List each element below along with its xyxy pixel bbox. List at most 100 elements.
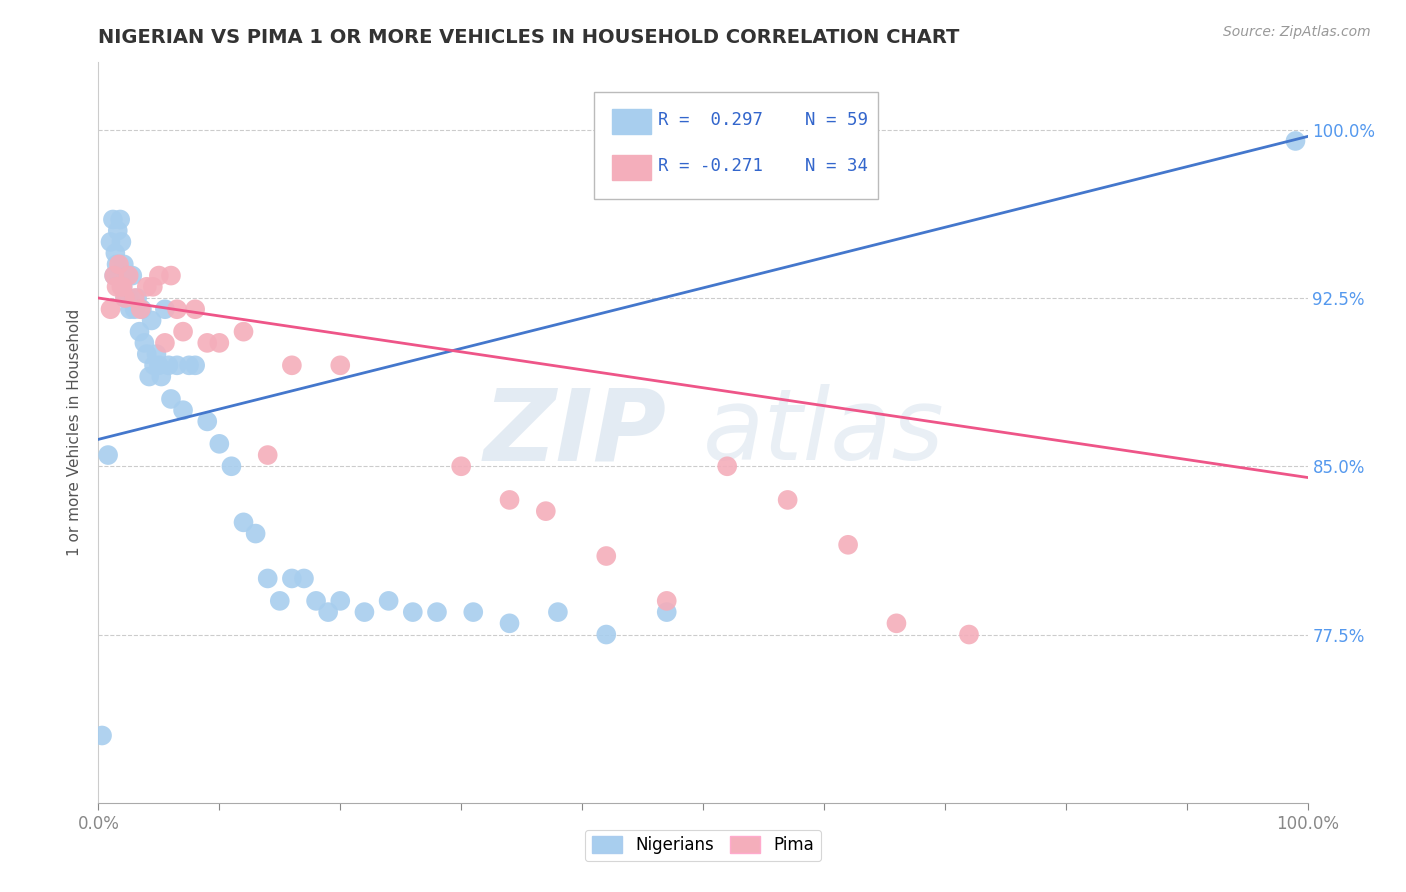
Point	[498, 616, 520, 631]
Point	[105, 280, 128, 294]
Point	[172, 325, 194, 339]
FancyBboxPatch shape	[613, 109, 651, 135]
Point	[402, 605, 425, 619]
Point	[110, 235, 132, 249]
Point	[281, 359, 304, 373]
Point	[103, 268, 125, 283]
Point	[316, 605, 339, 619]
Legend: Nigerians, Pima: Nigerians, Pima	[585, 830, 821, 861]
Point	[172, 403, 194, 417]
Point	[245, 526, 267, 541]
Point	[329, 594, 352, 608]
Point	[655, 605, 678, 619]
Point	[305, 594, 328, 608]
Point	[124, 291, 146, 305]
Point	[97, 448, 120, 462]
Point	[142, 280, 165, 294]
Point	[160, 392, 183, 406]
Point	[184, 359, 207, 373]
Point	[114, 291, 136, 305]
Point	[160, 268, 183, 283]
Point	[111, 280, 134, 294]
Point	[112, 257, 135, 271]
Point	[134, 335, 156, 350]
Text: R = -0.271    N = 34: R = -0.271 N = 34	[658, 157, 869, 175]
Point	[195, 335, 218, 350]
Point	[886, 616, 908, 631]
Point	[232, 516, 254, 530]
Point	[256, 571, 278, 585]
Point	[957, 627, 980, 641]
Text: atlas: atlas	[703, 384, 945, 481]
Point	[157, 359, 180, 373]
Point	[166, 302, 188, 317]
Point	[110, 280, 132, 294]
Point	[595, 627, 617, 641]
Point	[716, 459, 738, 474]
Text: ZIP: ZIP	[484, 384, 666, 481]
Point	[100, 302, 122, 317]
Point	[127, 291, 149, 305]
Y-axis label: 1 or more Vehicles in Household: 1 or more Vehicles in Household	[67, 309, 83, 557]
Text: Source: ZipAtlas.com: Source: ZipAtlas.com	[1223, 25, 1371, 39]
Point	[135, 347, 157, 361]
Point	[111, 280, 134, 294]
Point	[221, 459, 243, 474]
Point	[115, 268, 138, 283]
Point	[135, 280, 157, 294]
Point	[141, 313, 163, 327]
Point	[1284, 134, 1306, 148]
FancyBboxPatch shape	[595, 92, 879, 200]
Point	[269, 594, 291, 608]
Point	[547, 605, 569, 619]
Point	[124, 302, 146, 317]
Point	[91, 729, 114, 743]
Point	[103, 268, 125, 283]
Point	[153, 302, 176, 317]
Point	[377, 594, 399, 608]
Point	[776, 492, 799, 507]
Point	[148, 359, 170, 373]
Point	[118, 291, 141, 305]
Point	[463, 605, 485, 619]
Point	[100, 235, 122, 249]
Point	[150, 369, 173, 384]
Point	[101, 212, 124, 227]
Point	[595, 549, 617, 563]
Point	[143, 359, 166, 373]
Point	[166, 359, 188, 373]
Point	[281, 571, 304, 585]
Point	[121, 268, 143, 283]
Point	[179, 359, 201, 373]
Point	[108, 257, 131, 271]
Point	[104, 246, 127, 260]
Point	[426, 605, 449, 619]
Point	[138, 369, 160, 384]
Point	[118, 302, 141, 317]
Point	[128, 325, 150, 339]
Point	[534, 504, 557, 518]
Point	[108, 212, 131, 227]
Point	[118, 268, 141, 283]
Point	[108, 268, 131, 283]
Point	[153, 335, 176, 350]
Point	[498, 492, 520, 507]
Point	[208, 335, 231, 350]
Point	[655, 594, 678, 608]
Point	[292, 571, 315, 585]
Text: NIGERIAN VS PIMA 1 OR MORE VEHICLES IN HOUSEHOLD CORRELATION CHART: NIGERIAN VS PIMA 1 OR MORE VEHICLES IN H…	[98, 28, 960, 47]
Point	[353, 605, 375, 619]
Point	[837, 538, 859, 552]
Point	[232, 325, 254, 339]
Point	[107, 224, 129, 238]
Point	[105, 257, 128, 271]
Point	[329, 359, 352, 373]
Point	[195, 414, 218, 428]
Text: R =  0.297    N = 59: R = 0.297 N = 59	[658, 112, 869, 129]
FancyBboxPatch shape	[613, 155, 651, 180]
Point	[145, 347, 167, 361]
Point	[450, 459, 472, 474]
Point	[129, 302, 152, 317]
Point	[114, 291, 136, 305]
Point	[148, 268, 170, 283]
